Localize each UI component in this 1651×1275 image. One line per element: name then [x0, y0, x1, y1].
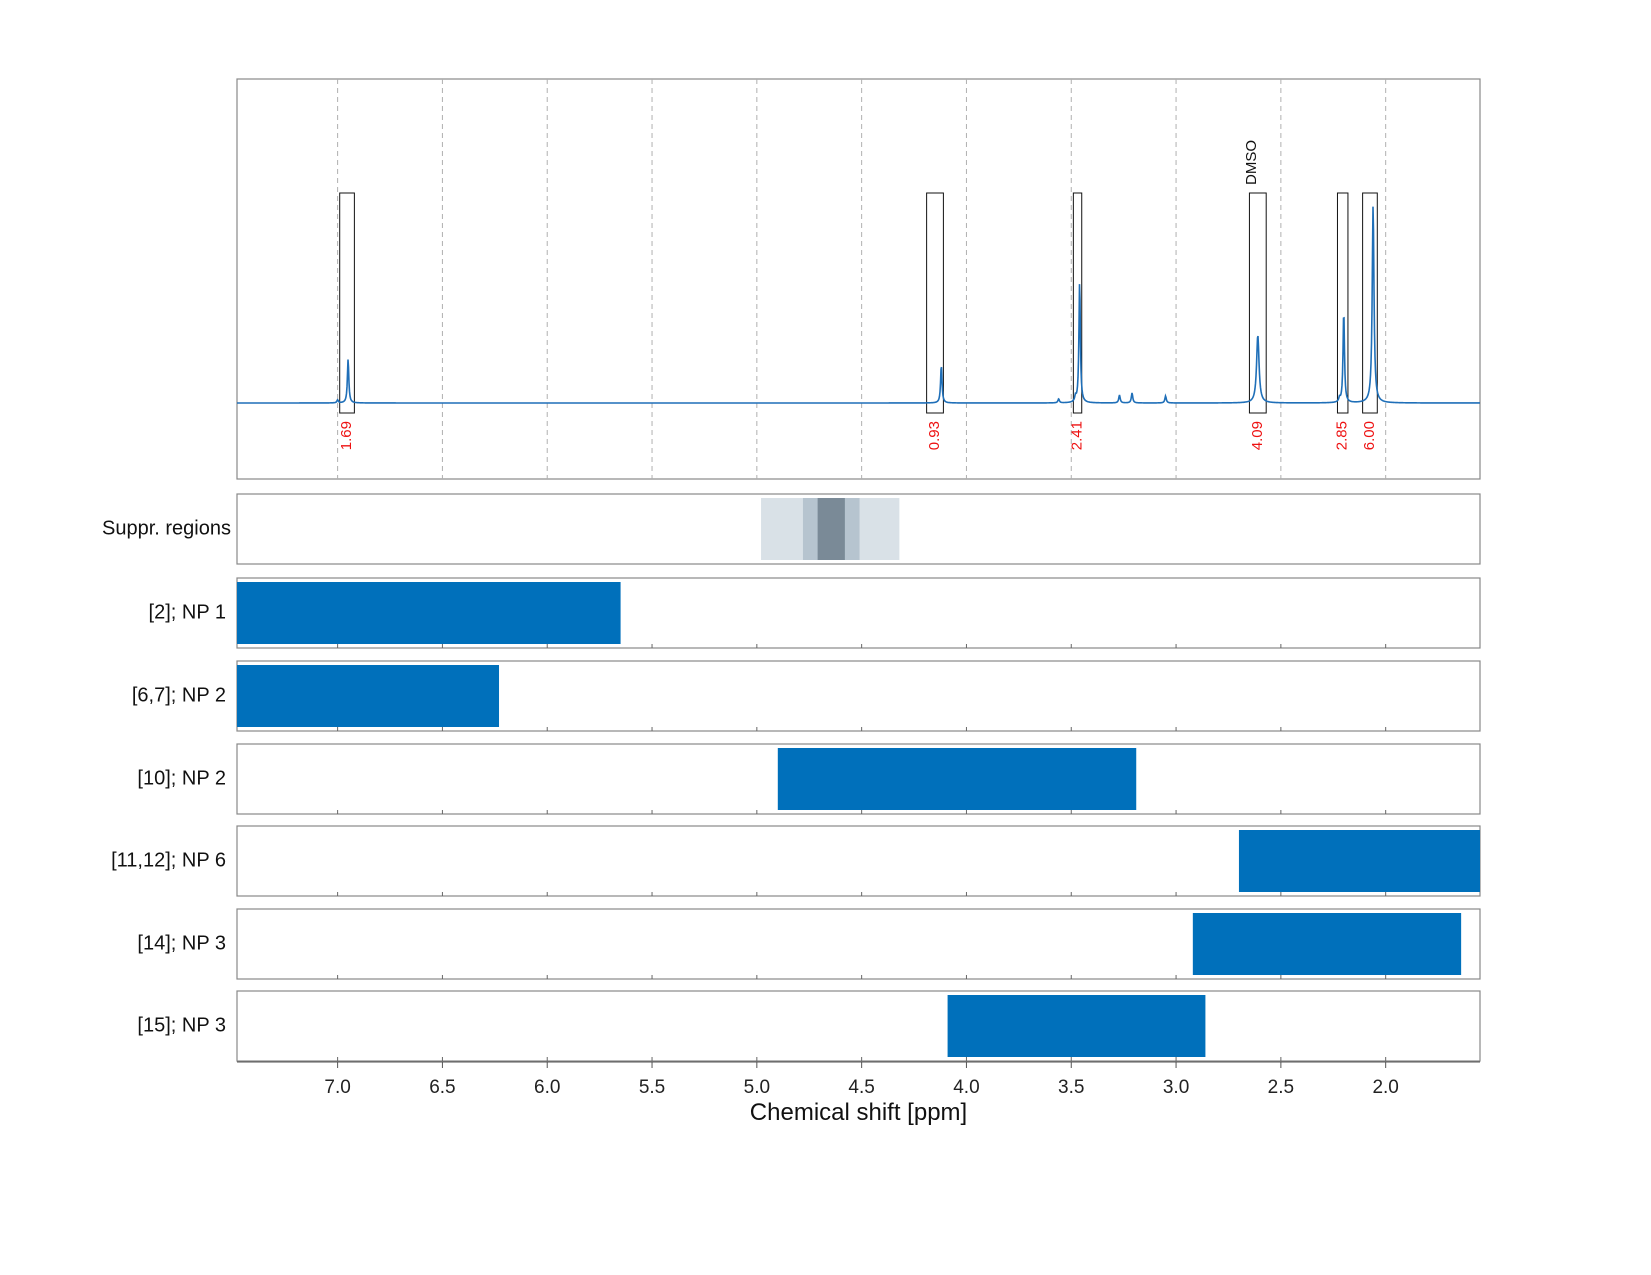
track-label: [15]; NP 3 [137, 1014, 226, 1036]
x-tick-label: 6.0 [534, 1077, 560, 1098]
range-track: [6,7]; NP 2 [132, 660, 1481, 732]
range-bar [947, 995, 1206, 1057]
x-tick-label: 2.0 [1372, 1077, 1398, 1098]
range-bar [1192, 913, 1462, 975]
range-track: [10]; NP 2 [137, 743, 1481, 815]
x-tick-label: 3.5 [1058, 1077, 1084, 1098]
track-label: [6,7]; NP 2 [132, 684, 226, 706]
x-tick-label: 7.0 [324, 1077, 350, 1098]
range-bar [237, 582, 621, 644]
x-tick-label: 4.0 [953, 1077, 979, 1098]
suppression-band [817, 498, 845, 560]
spectrum-panel: 1.69 0.93 2.41 4.09 2.85 6.00 DMSO [236, 78, 1481, 480]
integration-box [1336, 192, 1349, 414]
range-tracks: [2]; NP 1 [6,7]; NP 2 [10]; NP 2 [11,12]; N… [111, 577, 1481, 1062]
integration-boxes [339, 192, 1378, 414]
range-track: [11,12]; NP 6 [111, 825, 1481, 897]
integration-box [1072, 192, 1083, 414]
x-tick-label: 2.5 [1268, 1077, 1294, 1098]
spectrum-grid [337, 79, 1387, 479]
x-tick-label: 5.5 [639, 1077, 665, 1098]
spectrum-panel-frame [236, 78, 1481, 480]
spectrum-trace [237, 206, 1480, 404]
range-bar [777, 748, 1137, 810]
range-track: [2]; NP 1 [149, 577, 1481, 649]
x-tick-label: 3.0 [1163, 1077, 1189, 1098]
integration-box [926, 192, 944, 414]
track-label: [14]; NP 3 [137, 932, 226, 954]
x-axis: 7.0 6.5 6.0 5.5 5.0 4.5 4.0 3.5 3.0 2.5 2.0 [237, 1061, 1480, 1098]
x-axis-label: Chemical shift [ppm] [750, 1099, 967, 1126]
integration-labels: 1.69 0.93 2.41 4.09 2.85 6.00 [338, 421, 1378, 450]
x-tick-label: 6.5 [429, 1077, 455, 1098]
track-label: [10]; NP 2 [137, 767, 226, 789]
range-track: [14]; NP 3 [137, 908, 1481, 980]
range-bar [1238, 830, 1480, 892]
x-tick-label: 4.5 [848, 1077, 874, 1098]
peak-annotation-label: DMSO [1243, 140, 1260, 185]
integration-value-label: 6.00 [1361, 421, 1378, 450]
track-label: [11,12]; NP 6 [111, 849, 226, 871]
range-track: [15]; NP 3 [137, 990, 1481, 1062]
integration-value-label: 0.93 [926, 421, 943, 450]
integration-box [1248, 192, 1267, 414]
integration-value-label: 2.85 [1334, 421, 1351, 450]
integration-value-label: 2.41 [1069, 421, 1086, 450]
track-frame [236, 990, 1481, 1062]
suppression-panel-label: Suppr. regions [102, 517, 231, 539]
range-bar [237, 665, 500, 727]
integration-box [339, 192, 355, 414]
suppression-panel: Suppr. regions [102, 493, 1481, 565]
x-tick-label: 5.0 [744, 1077, 770, 1098]
integration-value-label: 1.69 [338, 421, 355, 450]
track-label: [2]; NP 1 [149, 601, 226, 623]
peak-annotations: DMSO [1243, 140, 1260, 185]
integration-value-label: 4.09 [1249, 421, 1266, 450]
